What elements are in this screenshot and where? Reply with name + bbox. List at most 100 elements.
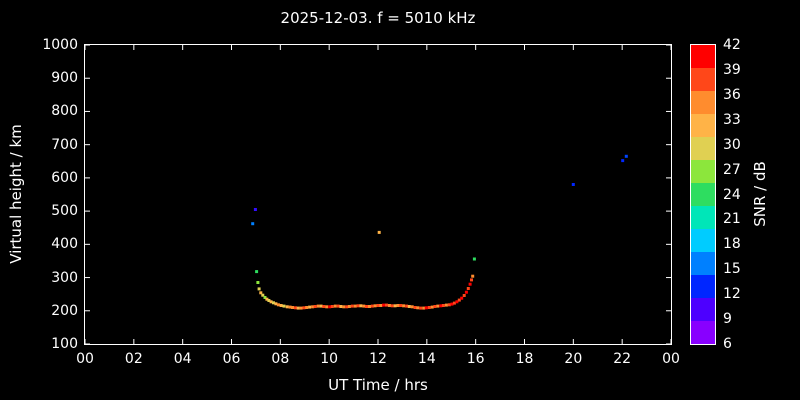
colorbar-tick-label: 9 (723, 311, 732, 328)
data-point (402, 304, 406, 308)
colorbar-tick-label: 33 (723, 111, 741, 128)
data-point (336, 304, 340, 308)
x-tick-label: 20 (564, 351, 583, 367)
data-point (256, 281, 260, 284)
y-tick-label: 500 (51, 203, 78, 220)
y-tick-label: 600 (51, 169, 78, 186)
data-point (624, 154, 628, 158)
data-point (308, 305, 312, 309)
data-point (385, 303, 388, 307)
data-point (447, 303, 451, 307)
data-point (444, 303, 448, 307)
data-point (472, 257, 476, 261)
x-tick-label: 00 (76, 351, 94, 367)
data-point (427, 306, 431, 309)
data-point (269, 300, 273, 304)
data-point (251, 222, 255, 226)
data-point (333, 304, 337, 308)
data-point (416, 306, 420, 310)
data-point (291, 306, 294, 309)
data-point (410, 305, 414, 309)
data-point (424, 306, 428, 310)
data-point (621, 159, 625, 163)
y-tick-label: 900 (51, 70, 78, 87)
data-point (430, 305, 434, 309)
data-point (471, 274, 475, 278)
data-point (462, 294, 466, 297)
data-point (393, 304, 397, 308)
scatter-canvas (85, 45, 671, 344)
data-point (322, 305, 326, 308)
chart-title: 2025-12-03. f = 5010 kHz (280, 9, 476, 27)
data-point (263, 296, 267, 299)
data-point (457, 298, 461, 302)
y-tick-label: 300 (51, 269, 78, 286)
data-point (345, 305, 349, 309)
data-point (311, 305, 315, 309)
data-point (470, 278, 473, 282)
data-point (328, 305, 332, 309)
data-point (422, 306, 426, 310)
data-point (330, 305, 334, 308)
data-point (405, 304, 409, 308)
colorbar-tick-label: 36 (723, 86, 741, 103)
x-axis-label: UT Time / hrs (328, 376, 428, 394)
data-point (259, 291, 263, 295)
data-point (441, 304, 445, 307)
data-point (353, 304, 357, 308)
y-tick-label: 100 (51, 336, 78, 352)
y-tick-label: 400 (51, 236, 78, 253)
data-point (356, 304, 360, 308)
data-point (267, 299, 271, 302)
x-tick-label: 08 (271, 351, 290, 367)
data-point (272, 301, 275, 305)
data-point (265, 297, 269, 301)
data-point (376, 304, 380, 307)
data-point (377, 230, 381, 234)
data-point (571, 183, 575, 186)
colorbar (690, 44, 716, 345)
data-point (347, 305, 351, 308)
x-tick-label: 02 (124, 351, 143, 367)
x-tick-label: 16 (466, 351, 485, 367)
data-point (452, 301, 456, 305)
data-point (433, 305, 437, 308)
colorbar-tick-label: 42 (723, 37, 741, 53)
data-point (255, 270, 259, 274)
colorbar-tick-label: 30 (723, 136, 741, 153)
colorbar-label: SNR / dB (751, 161, 769, 227)
data-point (339, 305, 343, 308)
data-point (439, 304, 443, 308)
data-point (396, 304, 400, 307)
colorbar-tick-label: 27 (723, 161, 741, 178)
y-axis-label: Virtual height / km (7, 124, 25, 264)
data-point (455, 300, 459, 304)
data-point (450, 302, 454, 306)
colorbar-tick-label: 21 (723, 211, 741, 228)
x-tick-label: 10 (320, 351, 339, 367)
colorbar-tick-label: 15 (723, 261, 741, 278)
data-point (466, 287, 470, 290)
data-point (276, 303, 280, 307)
plot-area (84, 44, 672, 345)
data-point (368, 305, 371, 308)
data-point (285, 305, 289, 309)
data-point (382, 303, 386, 307)
data-point (342, 305, 346, 309)
x-tick-label: 04 (173, 351, 192, 367)
y-tick-label: 700 (51, 136, 78, 153)
x-tick-label: 06 (222, 351, 241, 367)
data-point (350, 304, 354, 308)
data-point (413, 306, 417, 309)
data-point (460, 296, 464, 300)
x-tick-label: 12 (369, 351, 387, 367)
data-point (325, 305, 329, 309)
data-point (370, 304, 374, 308)
data-point (407, 305, 411, 308)
data-point (365, 305, 368, 308)
data-point (373, 304, 377, 308)
data-point (288, 305, 292, 309)
data-point (299, 306, 303, 310)
data-point (379, 304, 383, 307)
